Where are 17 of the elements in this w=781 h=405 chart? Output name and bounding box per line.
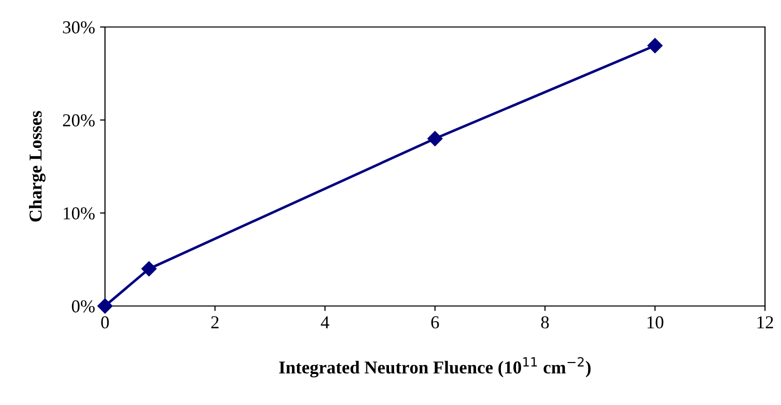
- point: [427, 131, 443, 146]
- x-tick-label: 12: [758, 316, 774, 328]
- y-tick-label: 0%: [72, 300, 95, 312]
- x-tick-label: 8: [541, 316, 549, 328]
- point: [97, 298, 113, 314]
- x-tick-label: 4: [320, 316, 330, 328]
- x-tick-label: 6: [431, 316, 439, 328]
- point: [141, 261, 157, 276]
- y-axis-title: Charge Losses: [29, 111, 46, 222]
- y-tick-label: 10%: [64, 207, 95, 220]
- point: [647, 38, 663, 54]
- x-tick-label: 2: [211, 316, 219, 328]
- y-tick-label: 20%: [62, 114, 95, 126]
- x-axis-title: Integrated Neutron Fluence (10$^{11}$ cm$^{−2}$): [279, 357, 591, 378]
- y-tick-label: 30%: [63, 21, 95, 34]
- x-tick-label: 10: [648, 316, 664, 328]
- x-tick-label: 0: [101, 316, 109, 328]
